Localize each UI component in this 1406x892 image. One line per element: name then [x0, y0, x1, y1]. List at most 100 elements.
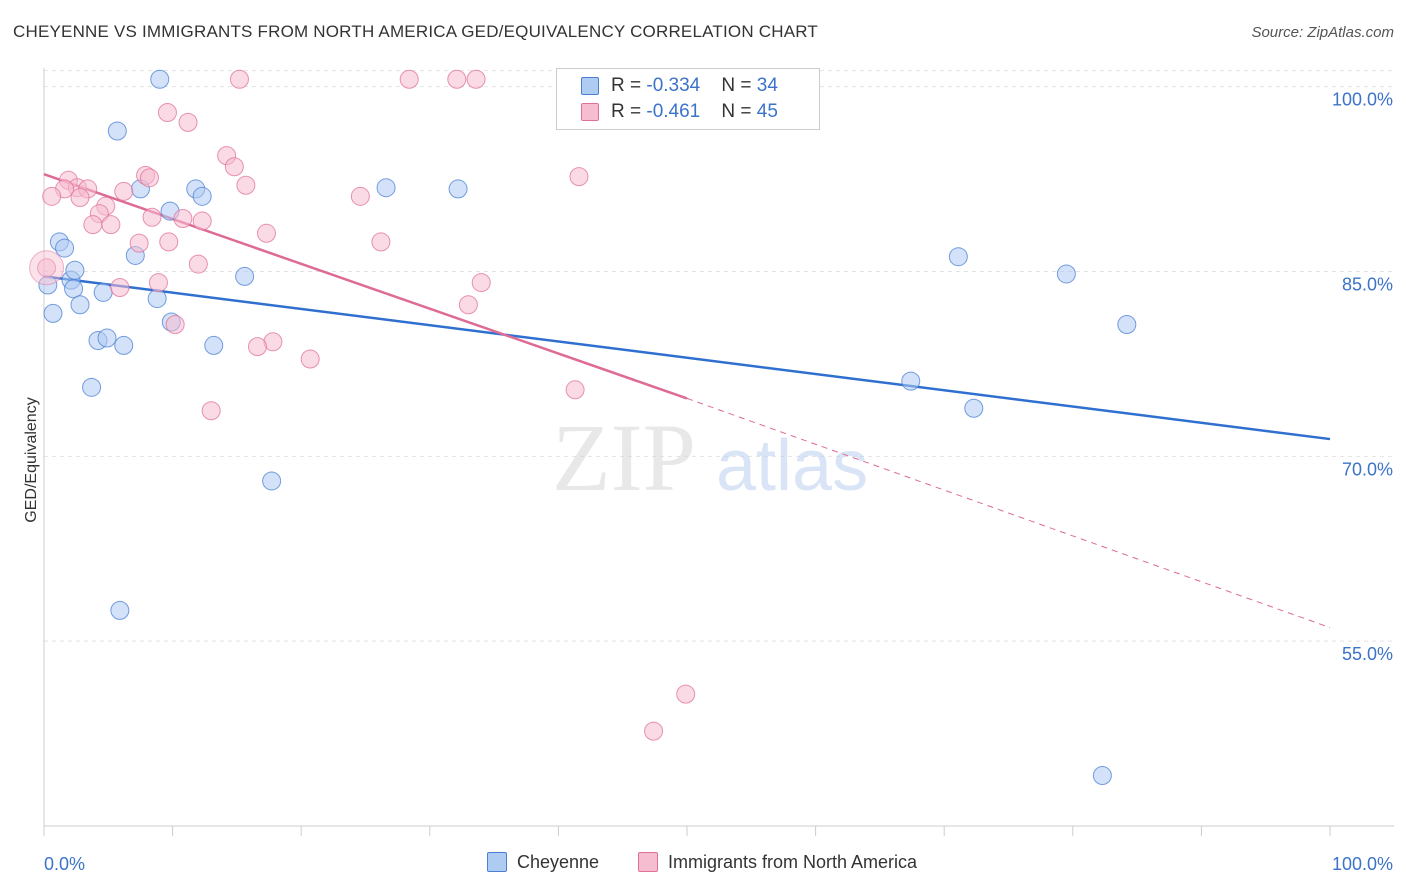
stats-legend: R = -0.334 N = 34 R = -0.461 N = 45: [556, 68, 820, 130]
cheyenne-point: [448, 179, 468, 199]
legend-r-value: -0.334: [646, 75, 701, 96]
immigrants-trend-line: [43, 172, 688, 400]
x-tick-label: 100.0%: [1332, 854, 1393, 874]
source-label: Source: ZipAtlas.com: [1251, 24, 1394, 41]
immigrants-point: [201, 401, 221, 421]
immigrants-point: [139, 168, 159, 188]
cheyenne-point: [70, 295, 90, 315]
immigrants-point: [247, 337, 267, 357]
cheyenne-point: [93, 282, 113, 302]
legend-r-label: R =: [611, 75, 647, 96]
cheyenne-point: [1092, 765, 1112, 785]
immigrants-point: [101, 215, 121, 235]
immigrants-point: [676, 684, 696, 704]
immigrants-point: [42, 186, 62, 206]
legend-r-label: R =: [611, 101, 647, 122]
cheyenne-trend-line: [43, 275, 1331, 441]
immigrants-point: [565, 380, 585, 400]
immigrants-trend-extension: [686, 397, 1331, 629]
cheyenne-point: [901, 371, 921, 391]
cheyenne-point: [235, 266, 255, 286]
immigrants-point: [178, 112, 198, 132]
immigrants-point: [471, 273, 491, 293]
x-tick-label: 0.0%: [44, 854, 85, 874]
y-tick-label: 85.0%: [1342, 274, 1393, 294]
data-points: [29, 69, 1137, 785]
immigrants-point: [142, 207, 162, 227]
legend-n-label: N =: [721, 75, 757, 96]
cheyenne-point: [1056, 264, 1076, 284]
cheyenne-point: [64, 279, 84, 299]
bottom-legend-cheyenne: Cheyenne: [487, 852, 599, 873]
cheyenne-point: [150, 69, 170, 89]
bottom-legend-immigrants: Immigrants from North America: [638, 852, 917, 873]
legend-n-label: N =: [721, 101, 757, 122]
immigrants-point: [165, 314, 185, 334]
immigrants-point: [37, 258, 57, 278]
y-tick-label: 100.0%: [1332, 90, 1393, 110]
watermark-atlas: atlas: [716, 426, 868, 506]
immigrants-point: [229, 69, 249, 89]
immigrants-point: [466, 69, 486, 89]
chart-title: CHEYENNE VS IMMIGRANTS FROM NORTH AMERIC…: [13, 22, 818, 41]
immigrants-point: [173, 208, 193, 228]
immigrants-point: [644, 721, 664, 741]
immigrants-point: [224, 157, 244, 177]
y-axis-label: GED/Equivalency: [23, 397, 40, 522]
cheyenne-point: [147, 289, 167, 309]
immigrants-point: [256, 223, 276, 243]
y-tick-label: 70.0%: [1342, 459, 1393, 479]
immigrants-point: [159, 232, 179, 252]
immigrants-point: [236, 175, 256, 195]
immigrants-point-large: [29, 250, 65, 286]
cheyenne-point: [204, 335, 224, 355]
y-tick-labels: 55.0% 70.0% 85.0% 100.0%: [1332, 90, 1393, 665]
legend-n-value: 34: [756, 75, 778, 96]
legend-r-value: -0.461: [646, 101, 701, 122]
x-tick-labels: 0.0% 100.0%: [44, 854, 1393, 874]
bottom-legend-swatch-cheyenne: [487, 852, 507, 872]
immigrants-point: [188, 254, 208, 274]
cheyenne-point: [1117, 314, 1137, 334]
cheyenne-point: [82, 377, 102, 397]
cheyenne-point: [948, 247, 968, 267]
legend-n-value: 45: [756, 101, 778, 122]
immigrants-point: [399, 69, 419, 89]
watermark-zip: ZIP: [552, 404, 696, 511]
cheyenne-point: [43, 303, 63, 323]
immigrants-point: [300, 349, 320, 369]
cheyenne-point: [114, 335, 134, 355]
immigrants-point: [157, 103, 177, 123]
cheyenne-point: [65, 260, 85, 280]
bottom-legend-label-immigrants: Immigrants from North America: [668, 852, 918, 872]
cheyenne-point: [192, 186, 212, 206]
immigrants-point: [569, 167, 589, 187]
immigrants-point: [129, 233, 149, 253]
legend-swatch-immigrants: [581, 103, 599, 121]
cheyenne-point: [97, 328, 117, 348]
immigrants-point: [70, 188, 90, 208]
immigrants-point: [110, 278, 130, 298]
watermark: ZIP atlas: [552, 404, 868, 511]
cheyenne-point: [964, 398, 984, 418]
immigrants-point: [350, 186, 370, 206]
cheyenne-point: [376, 178, 396, 198]
immigrants-point: [447, 69, 467, 89]
cheyenne-point: [110, 600, 130, 620]
cheyenne-point: [55, 238, 75, 258]
immigrants-point: [148, 273, 168, 293]
trend-lines: [43, 172, 1331, 629]
immigrants-point: [192, 211, 212, 231]
cheyenne-point: [107, 121, 127, 141]
immigrants-point: [371, 232, 391, 252]
y-tick-label: 55.0%: [1342, 644, 1393, 664]
cheyenne-point: [262, 471, 282, 491]
bottom-legend-label-cheyenne: Cheyenne: [517, 852, 600, 872]
immigrants-point: [83, 215, 103, 235]
immigrants-point: [114, 181, 134, 201]
bottom-legend-swatch-immigrants: [638, 852, 658, 872]
immigrants-point: [458, 295, 478, 315]
gridlines: [44, 70, 1394, 642]
legend-swatch-cheyenne: [581, 77, 599, 95]
